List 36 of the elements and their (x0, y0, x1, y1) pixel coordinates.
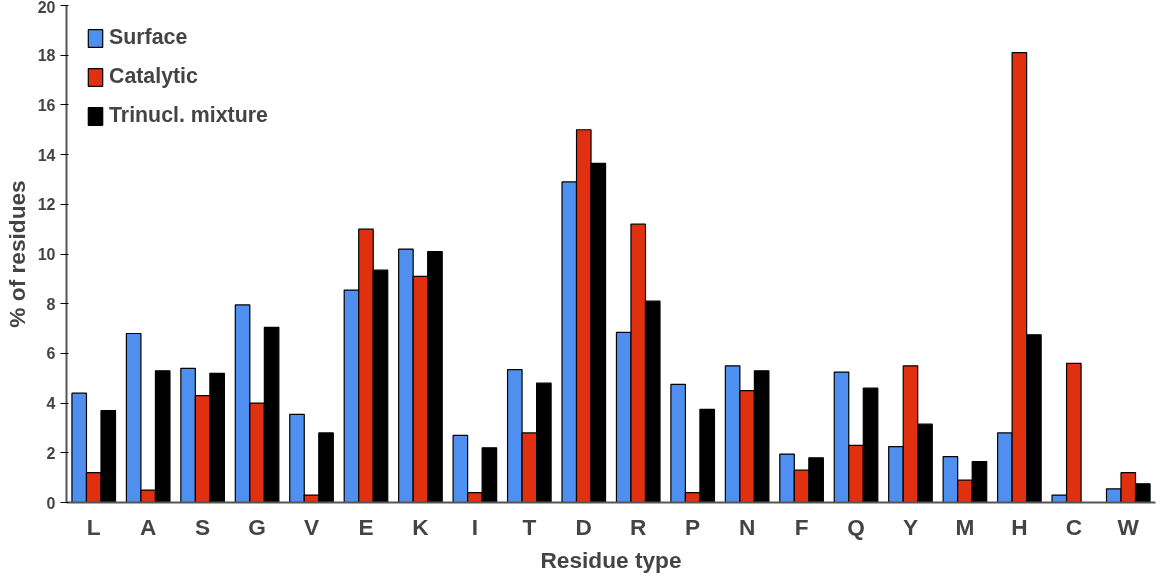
legend-label: Surface (109, 25, 188, 50)
y-axis-title: % of residues (3, 180, 30, 328)
x-tick-label: T (522, 513, 537, 540)
legend-label: Catalytic (109, 64, 198, 89)
x-tick-label: M (955, 513, 975, 540)
y-tick-label: 8 (46, 295, 56, 313)
x-axis-title: Residue type (540, 546, 682, 573)
x-tick-label: G (248, 513, 266, 540)
x-tick-label: D (575, 513, 592, 540)
x-tick-label: Y (902, 513, 919, 540)
y-tick-label: 16 (37, 96, 56, 114)
y-tick-label: 14 (37, 146, 56, 164)
x-tick-label: E (358, 513, 374, 540)
y-tick-label: 20 (37, 0, 56, 16)
y-tick-label: 18 (37, 47, 56, 65)
x-tick-label: Q (847, 513, 865, 540)
x-tick-label: C (1065, 513, 1083, 540)
y-tick-label: 4 (46, 395, 56, 413)
x-tick-label: K (412, 513, 430, 540)
y-tick-label: 6 (46, 345, 56, 363)
x-tick-label: V (303, 513, 320, 540)
x-tick-label: A (139, 513, 157, 540)
x-tick-label: H (1011, 513, 1028, 540)
y-tick-label: 12 (37, 196, 56, 214)
x-tick-label: L (86, 513, 101, 540)
legend-label: Trinucl. mixture (109, 103, 268, 128)
x-tick-label: R (630, 513, 647, 540)
x-tick-label: S (195, 513, 211, 540)
x-tick-label: I (471, 513, 479, 540)
x-tick-label: W (1117, 513, 1140, 540)
x-tick-label: F (794, 513, 809, 540)
y-tick-label: 2 (46, 444, 56, 462)
y-tick-label: 0 (46, 494, 56, 512)
y-tick-label: 10 (37, 246, 56, 263)
x-tick-label: N (738, 513, 756, 540)
x-tick-label: P (685, 513, 701, 540)
